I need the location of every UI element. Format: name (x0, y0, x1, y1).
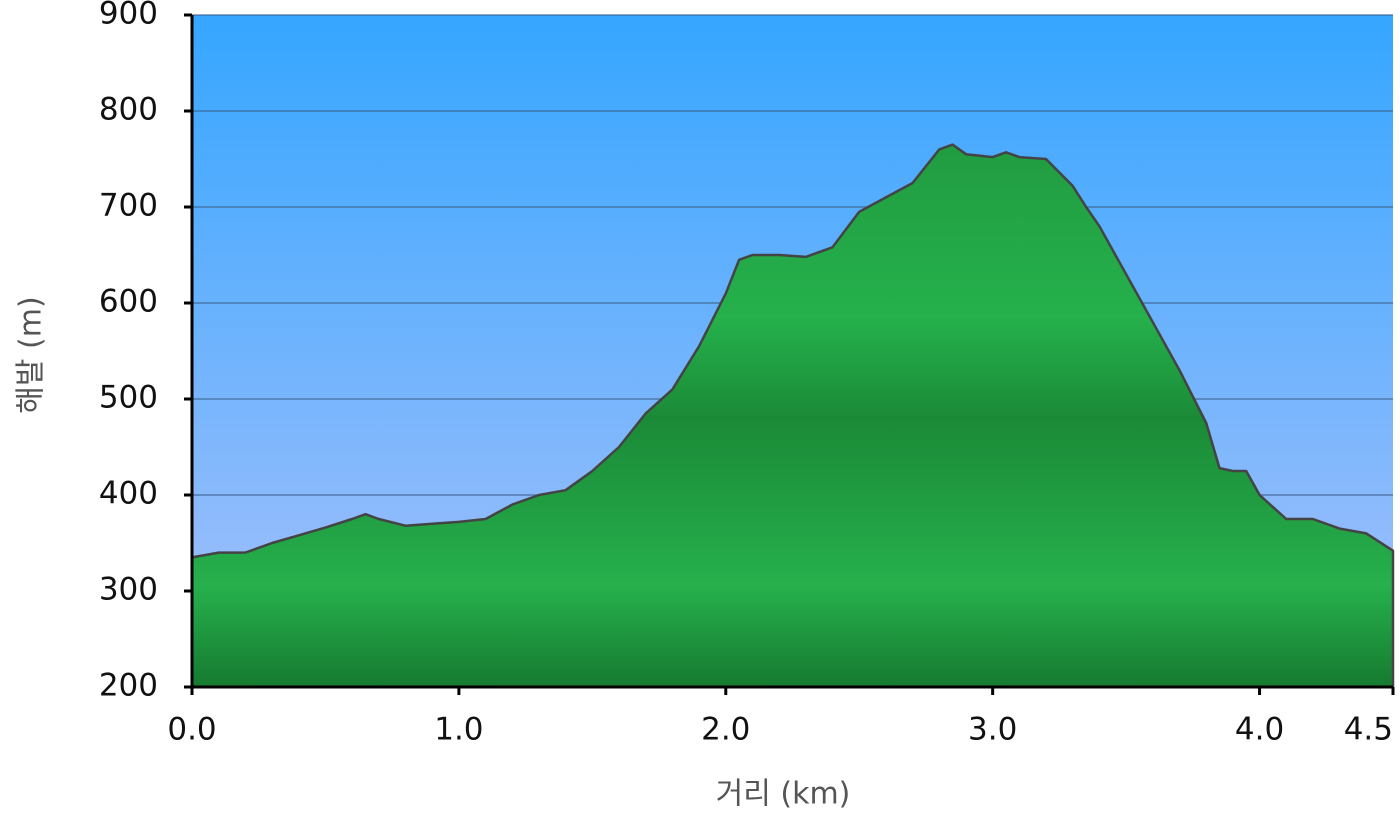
y-axis-label: 해발 (m) (14, 296, 49, 413)
x-tick-label: 4.0 (1235, 712, 1284, 748)
x-tick-label: 0.0 (167, 712, 216, 748)
y-tick-label: 700 (99, 188, 158, 224)
x-tick-label: 3.0 (968, 712, 1017, 748)
y-tick-label: 500 (99, 380, 158, 416)
x-tick-label: 1.0 (434, 712, 483, 748)
x-tick-label: 4.5 (1344, 712, 1393, 748)
y-tick-label: 400 (99, 476, 158, 512)
elevation-area (190, 143, 1395, 689)
y-tick-label: 900 (99, 0, 158, 32)
y-tick-label: 300 (99, 572, 158, 608)
y-tick-label: 200 (99, 668, 158, 704)
y-tick-label: 800 (99, 92, 158, 128)
x-tick-label: 2.0 (701, 712, 750, 748)
x-axis-label: 거리 (km) (716, 777, 851, 812)
y-tick-label: 600 (99, 284, 158, 320)
